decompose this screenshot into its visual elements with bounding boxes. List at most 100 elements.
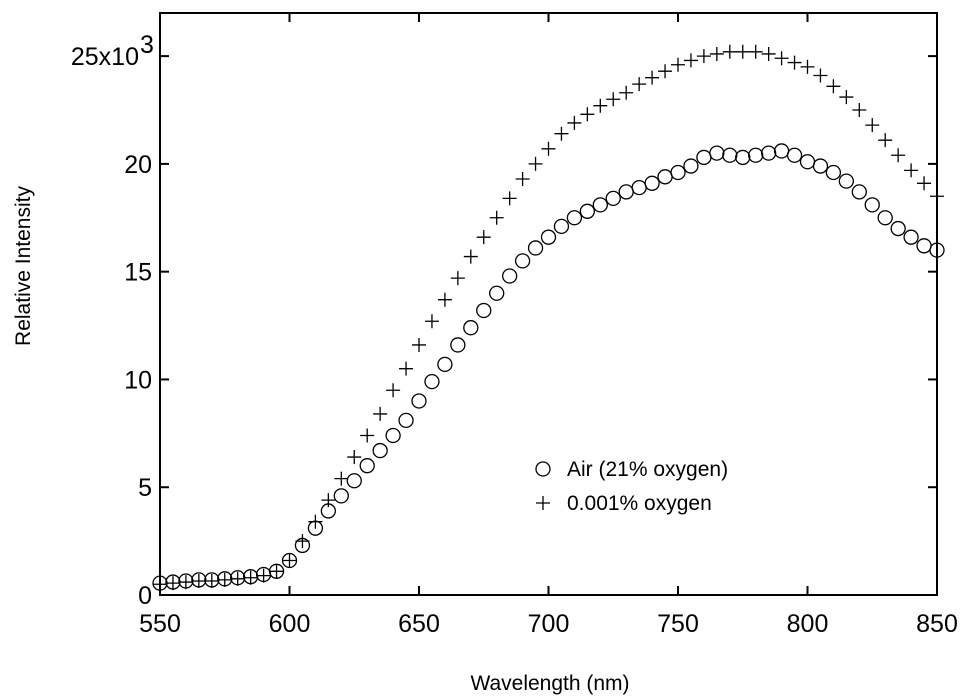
data-point-low-oxygen xyxy=(658,64,673,79)
data-point-low-oxygen xyxy=(282,553,297,568)
data-point-low-oxygen xyxy=(645,70,660,85)
data-point-low-oxygen xyxy=(243,570,258,585)
data-point-low-oxygen xyxy=(230,571,245,586)
x-tick-label: 700 xyxy=(528,610,570,638)
data-point-low-oxygen xyxy=(308,514,323,529)
data-point-low-oxygen xyxy=(774,51,789,66)
data-point-low-oxygen xyxy=(412,337,426,352)
data-point-low-oxygen xyxy=(295,534,310,549)
data-point-low-oxygen xyxy=(865,118,880,133)
data-point-air xyxy=(489,285,505,301)
x-axis-title: Wavelength (nm) xyxy=(470,672,629,695)
data-point-low-oxygen xyxy=(878,133,893,148)
data-point-air xyxy=(579,203,595,219)
data-point-air xyxy=(346,473,362,489)
data-point-low-oxygen xyxy=(813,68,828,83)
data-point-air xyxy=(851,184,867,200)
data-point-low-oxygen xyxy=(917,176,932,191)
data-point-low-oxygen xyxy=(606,92,621,107)
y-tick-exponent: 3 xyxy=(140,31,154,59)
x-tick-label: 600 xyxy=(269,610,311,638)
data-point-low-oxygen xyxy=(619,85,634,100)
x-tick-label: 650 xyxy=(398,610,440,638)
data-point-air xyxy=(437,356,453,373)
y-tick-label: 25x10 xyxy=(71,43,139,71)
data-point-air xyxy=(476,302,492,319)
data-point-air xyxy=(838,173,854,189)
data-point-low-oxygen xyxy=(528,156,543,171)
data-point-air xyxy=(657,169,673,185)
data-point-low-oxygen xyxy=(386,383,401,398)
data-point-low-oxygen xyxy=(321,493,336,508)
data-point-low-oxygen xyxy=(373,406,388,421)
data-point-air xyxy=(385,427,401,444)
data-point-low-oxygen xyxy=(722,44,737,59)
data-point-low-oxygen xyxy=(217,572,232,587)
data-point-low-oxygen xyxy=(541,141,556,156)
data-point-air xyxy=(411,393,427,409)
data-point-low-oxygen xyxy=(761,46,776,61)
data-point-air xyxy=(424,373,440,390)
data-point-air xyxy=(566,210,583,226)
legend-label-air: Air (21% oxygen) xyxy=(567,458,728,481)
data-point-air xyxy=(605,190,621,207)
data-point-low-oxygen xyxy=(567,115,582,130)
legend-label-low-oxygen: 0.001% oxygen xyxy=(567,492,712,515)
data-point-low-oxygen xyxy=(891,148,906,163)
y-tick-label: 15 xyxy=(124,259,152,287)
data-point-air xyxy=(359,458,375,474)
data-point-low-oxygen xyxy=(787,55,802,70)
y-tick-label: 5 xyxy=(138,474,152,502)
data-point-low-oxygen xyxy=(489,210,504,225)
data-point-low-oxygen xyxy=(709,46,724,61)
data-point-low-oxygen xyxy=(437,292,452,307)
data-point-low-oxygen xyxy=(826,79,841,94)
data-point-low-oxygen xyxy=(204,573,219,588)
data-point-air xyxy=(864,197,880,213)
data-point-air xyxy=(592,197,608,213)
data-point-low-oxygen xyxy=(593,98,608,113)
y-tick-label: 0 xyxy=(138,582,152,610)
data-point-low-oxygen xyxy=(904,163,919,178)
data-point-air xyxy=(540,229,557,245)
data-point-air xyxy=(773,143,790,159)
plot-frame xyxy=(159,12,938,596)
data-point-low-oxygen xyxy=(502,191,517,206)
data-point-low-oxygen xyxy=(399,361,414,376)
data-point-low-oxygen xyxy=(515,171,530,186)
data-point-low-oxygen xyxy=(450,271,465,286)
data-point-air xyxy=(644,175,660,191)
data-point-air xyxy=(812,158,829,174)
series-low-oxygen xyxy=(153,44,944,592)
y-tick-label: 20 xyxy=(124,151,152,179)
y-axis-title: Relative Intensity xyxy=(12,186,35,346)
data-point-air xyxy=(333,488,349,504)
data-point-air xyxy=(670,164,686,181)
data-point-air xyxy=(514,253,531,269)
data-point-low-oxygen xyxy=(554,126,569,141)
data-point-air xyxy=(903,229,919,245)
data-point-low-oxygen xyxy=(360,428,375,443)
plot-area xyxy=(152,44,945,592)
data-point-air xyxy=(631,179,647,196)
data-point-air xyxy=(696,149,712,166)
data-point-air xyxy=(877,210,893,226)
series-air xyxy=(152,143,945,591)
data-point-low-oxygen xyxy=(683,53,698,68)
legend-marker-low-oxygen xyxy=(536,496,550,510)
data-point-air xyxy=(398,412,414,429)
data-point-low-oxygen xyxy=(334,471,349,486)
data-point-air xyxy=(450,337,466,353)
data-point-air xyxy=(618,184,634,200)
x-tick-label: 800 xyxy=(787,610,829,638)
data-point-low-oxygen xyxy=(748,44,763,59)
data-point-low-oxygen xyxy=(632,77,647,92)
data-point-air xyxy=(501,268,518,284)
data-point-low-oxygen xyxy=(696,49,711,64)
data-point-low-oxygen xyxy=(269,564,284,579)
data-point-low-oxygen xyxy=(839,90,854,105)
x-tick-label: 550 xyxy=(139,610,181,638)
data-point-air xyxy=(527,240,544,256)
data-point-low-oxygen xyxy=(800,59,815,74)
data-point-air xyxy=(735,149,751,166)
